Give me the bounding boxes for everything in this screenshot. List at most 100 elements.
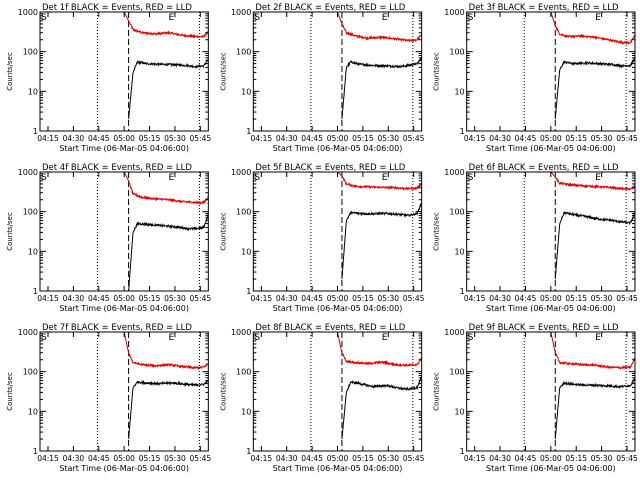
marker-s: S xyxy=(468,173,474,183)
x-tick-label: 04:45 xyxy=(88,294,110,303)
panel-title: Det 9f BLACK = Events, RED = LLD xyxy=(469,323,619,333)
x-tick-label: 05:45 xyxy=(403,454,425,463)
plot-frame xyxy=(39,11,209,132)
series-lld-line xyxy=(550,172,635,192)
x-tick-label: 05:15 xyxy=(352,134,374,143)
plot-frame xyxy=(252,11,423,132)
x-tick-label: 04:15 xyxy=(37,454,59,463)
marker-e: E xyxy=(168,13,174,23)
x-tick-label: 05:45 xyxy=(403,134,425,143)
panel-title: Det 4f BLACK = Events, RED = LLD xyxy=(42,163,192,173)
plot-frame xyxy=(39,331,209,452)
y-tick-label: 1 xyxy=(246,127,251,136)
x-tick-label: 04:15 xyxy=(251,134,273,143)
x-tick-label: 05:00 xyxy=(327,454,349,463)
panel-title: Det 1f BLACK = Events, RED = LLD xyxy=(42,3,192,13)
y-tick-label: 1 xyxy=(33,127,38,136)
x-tick-label: 04:30 xyxy=(489,294,511,303)
y-tick-label: 100 xyxy=(236,368,251,377)
marker-e: E xyxy=(382,173,388,183)
marker-s: S xyxy=(254,13,260,23)
y-tick-label: 10 xyxy=(454,407,464,416)
series-lld-line xyxy=(337,332,422,368)
x-tick-label: 04:15 xyxy=(251,294,273,303)
plot-frame xyxy=(252,331,423,452)
y-tick-label: 1000 xyxy=(231,8,251,17)
x-tick-label: 04:15 xyxy=(464,294,486,303)
x-axis-label: Start Time (06-Mar-05 04:06:00) xyxy=(59,144,189,153)
y-tick-label: 100 xyxy=(449,208,464,217)
x-tick-label: 05:15 xyxy=(565,454,587,463)
marker-e: E xyxy=(382,333,388,343)
series-events-line xyxy=(128,212,209,291)
y-axis-label: Counts/sec xyxy=(6,372,14,411)
x-tick-label: 04:30 xyxy=(276,294,298,303)
y-tick-label: 1 xyxy=(33,287,38,296)
x-tick-label: 05:15 xyxy=(139,294,161,303)
x-tick-label: 04:30 xyxy=(276,134,298,143)
y-tick-label: 1 xyxy=(460,447,465,456)
x-tick-label: 05:00 xyxy=(113,134,135,143)
series-events-line xyxy=(341,57,422,120)
x-tick-label: 05:00 xyxy=(113,454,135,463)
x-tick-label: 05:15 xyxy=(565,134,587,143)
y-tick-label: 10 xyxy=(454,87,464,96)
y-axis-label: Counts/sec xyxy=(219,372,227,411)
marker-e: E xyxy=(168,173,174,183)
y-tick-label: 10 xyxy=(241,87,251,96)
marker-e: E xyxy=(595,13,601,23)
x-tick-label: 04:15 xyxy=(37,134,59,143)
x-tick-label: 04:30 xyxy=(63,454,85,463)
series-lld-line xyxy=(550,12,635,46)
x-tick-label: 05:45 xyxy=(616,294,638,303)
x-tick-label: 05:30 xyxy=(377,454,399,463)
x-tick-label: 04:45 xyxy=(88,134,110,143)
series-events-line xyxy=(554,56,635,120)
x-tick-label: 05:45 xyxy=(616,134,638,143)
y-tick-label: 1000 xyxy=(18,328,38,337)
y-tick-label: 1000 xyxy=(444,328,464,337)
y-axis-label: Counts/sec xyxy=(6,52,14,91)
series-lld-line xyxy=(123,172,209,206)
plot-frame xyxy=(466,331,636,452)
series-lld-line xyxy=(337,12,422,43)
plot-frame xyxy=(252,171,423,292)
y-axis-label: Counts/sec xyxy=(433,212,441,251)
marker-e: E xyxy=(595,173,601,183)
x-tick-label: 05:30 xyxy=(591,134,613,143)
x-tick-label: 05:15 xyxy=(565,294,587,303)
x-tick-label: 05:15 xyxy=(139,454,161,463)
y-tick-label: 100 xyxy=(23,368,38,377)
x-tick-label: 04:30 xyxy=(276,454,298,463)
y-axis-label: Counts/sec xyxy=(219,52,227,91)
x-tick-label: 04:45 xyxy=(515,294,537,303)
marker-e: E xyxy=(595,333,601,343)
x-tick-label: 05:15 xyxy=(352,294,374,303)
y-axis-label: Counts/sec xyxy=(433,372,441,411)
x-tick-label: 04:45 xyxy=(88,454,110,463)
x-tick-label: 05:00 xyxy=(327,294,349,303)
x-tick-label: 04:45 xyxy=(301,454,323,463)
y-tick-label: 1 xyxy=(246,447,251,456)
x-tick-label: 05:30 xyxy=(377,134,399,143)
y-tick-label: 1000 xyxy=(18,8,38,17)
x-tick-label: 05:30 xyxy=(591,454,613,463)
x-tick-label: 04:15 xyxy=(464,454,486,463)
x-tick-label: 05:00 xyxy=(327,134,349,143)
panel-title: Det 2f BLACK = Events, RED = LLD xyxy=(255,3,405,13)
y-axis-label: Counts/sec xyxy=(6,212,14,251)
x-tick-label: 05:00 xyxy=(113,294,135,303)
y-tick-label: 100 xyxy=(236,48,251,57)
x-tick-label: 04:15 xyxy=(251,454,273,463)
series-lld-line xyxy=(123,332,209,371)
y-tick-label: 1000 xyxy=(231,328,251,337)
x-tick-label: 05:45 xyxy=(190,294,212,303)
series-lld-line xyxy=(337,172,422,191)
y-tick-label: 10 xyxy=(241,407,251,416)
y-tick-label: 100 xyxy=(23,208,38,217)
x-tick-label: 05:30 xyxy=(164,294,186,303)
